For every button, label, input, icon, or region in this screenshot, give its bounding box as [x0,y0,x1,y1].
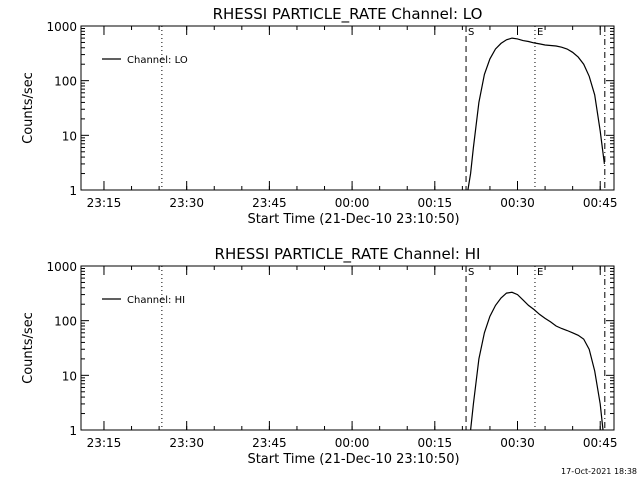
x-tick-label: 23:30 [169,436,204,450]
x-tick-label: 00:15 [418,436,453,450]
x-axis-label: Start Time (21-Dec-10 23:10:50) [247,452,459,467]
chart-title: RHESSI PARTICLE_RATE Channel: HI [215,245,481,264]
y-axis-label: Counts/sec [21,312,36,384]
x-tick-label: 00:45 [583,196,618,210]
x-tick-label: 23:30 [169,196,204,210]
y-tick-label: 10 [62,369,77,383]
x-tick-label: 00:45 [583,436,618,450]
y-tick-label: 100 [54,75,77,89]
series-line [467,37,605,191]
plot-frame [80,265,615,431]
time-marker-label: S [468,267,474,278]
y-tick-label: 100 [54,315,77,329]
legend-label: Channel: HI [127,295,185,306]
y-tick-label: 1 [69,424,77,438]
x-tick-label: 23:45 [252,436,287,450]
x-tick-label: 23:15 [87,436,122,450]
time-marker-label: E [537,27,543,38]
generation-timestamp: 17-Oct-2021 18:38 [561,467,637,476]
y-tick-label: 1 [69,184,77,198]
plot-frame [80,25,615,191]
x-tick-label: 00:15 [418,196,453,210]
y-axis-label: Counts/sec [21,72,36,144]
x-tick-label: 23:45 [252,196,287,210]
panel-lo: RHESSI PARTICLE_RATE Channel: LO 1 10 100 10… [21,5,618,227]
time-marker-label: S [468,27,474,38]
series-line [470,291,604,431]
chart-title: RHESSI PARTICLE_RATE Channel: LO [213,5,483,24]
x-tick-label: 00:30 [500,196,535,210]
panel-hi: RHESSI PARTICLE_RATE Channel: HI 1 10 100 10… [21,245,618,467]
x-tick-label: 00:00 [335,436,370,450]
x-tick-label: 00:30 [500,436,535,450]
y-tick-label: 10 [62,129,77,143]
x-axis-label: Start Time (21-Dec-10 23:10:50) [247,212,459,227]
time-marker-label: E [537,267,543,278]
y-tick-label: 1000 [46,20,77,34]
x-tick-label: 00:00 [335,196,370,210]
x-tick-label: 23:15 [87,196,122,210]
legend-label: Channel: LO [127,55,188,66]
y-tick-label: 1000 [46,260,77,274]
